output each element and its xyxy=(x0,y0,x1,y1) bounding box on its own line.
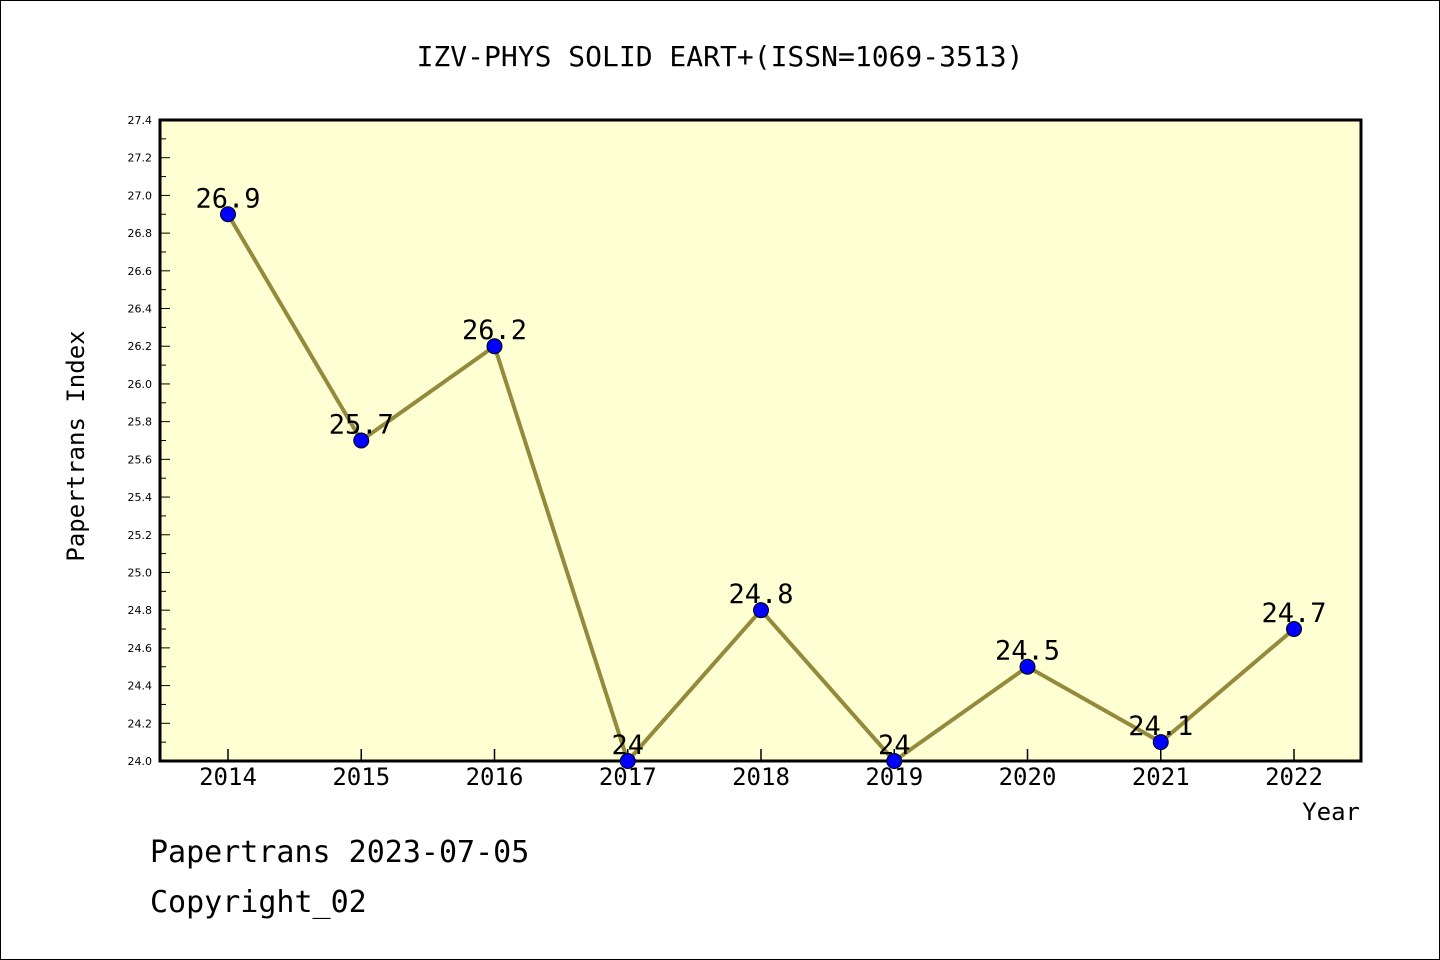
data-label: 24.7 xyxy=(1261,598,1326,629)
data-label: 24.5 xyxy=(995,636,1060,667)
y-tick-label: 24.8 xyxy=(128,604,153,617)
x-tick-label: 2020 xyxy=(999,763,1057,791)
x-tick-label: 2014 xyxy=(199,763,257,791)
data-point xyxy=(220,206,236,223)
footer-date: Papertrans 2023-07-05 xyxy=(150,835,530,870)
data-point xyxy=(1286,621,1302,638)
data-label: 24 xyxy=(611,730,644,761)
x-tick-label: 2021 xyxy=(1132,763,1190,791)
y-tick-label: 26.6 xyxy=(128,265,153,278)
data-label: 26.9 xyxy=(195,183,260,214)
y-tick-label: 27.0 xyxy=(128,189,153,202)
x-tick-label: 2015 xyxy=(332,763,390,791)
series: 26.9 25.7 26.2 24 24.8 24 24.5 24.1 24.7 xyxy=(195,183,1327,769)
data-label: 24.1 xyxy=(1128,711,1193,742)
x-tick-label: 2018 xyxy=(732,763,790,791)
x-tick-label: 2022 xyxy=(1265,763,1323,791)
data-point xyxy=(619,753,636,769)
y-tick-label: 25.0 xyxy=(128,566,153,579)
y-tick-label: 24.0 xyxy=(128,755,153,768)
y-tick-label: 27.2 xyxy=(128,152,153,165)
y-tick-label: 25.8 xyxy=(128,416,153,429)
data-label: 24.8 xyxy=(728,579,793,610)
y-tick-label: 25.4 xyxy=(128,491,153,504)
y-tick-label: 25.6 xyxy=(128,453,153,466)
y-axis-label: Papertrans Index xyxy=(62,330,90,561)
data-label: 25.7 xyxy=(329,410,394,441)
y-tick-label: 26.2 xyxy=(128,340,153,353)
data-label: 24 xyxy=(878,730,911,761)
y-tick-label: 24.4 xyxy=(128,680,153,693)
data-point xyxy=(1152,734,1169,751)
y-tick-label: 26.0 xyxy=(128,378,153,391)
y-axis: 24.0 24.2 24.4 24.6 24.8 25.0 25.2 25.4 25.6 25.8… xyxy=(128,114,170,768)
x-axis-label: Year xyxy=(1302,798,1360,826)
y-tick-label: 26.8 xyxy=(128,227,153,240)
footer-copyright: Copyright_02 xyxy=(150,885,367,920)
data-point xyxy=(753,602,769,619)
x-tick-label: 2016 xyxy=(466,763,524,791)
data-point xyxy=(353,432,370,449)
y-tick-label: 27.4 xyxy=(128,114,153,127)
y-tick-label: 25.2 xyxy=(128,529,153,542)
data-point xyxy=(1019,658,1036,675)
chart-title: IZV-PHYS SOLID EART+(ISSN=1069-3513) xyxy=(417,40,1024,73)
y-tick-label: 24.2 xyxy=(128,717,153,730)
y-tick-label: 26.4 xyxy=(128,303,153,316)
plot-area xyxy=(158,118,1363,763)
data-label: 26.2 xyxy=(462,315,527,346)
data-point xyxy=(886,753,903,769)
data-point xyxy=(486,338,503,355)
y-tick-label: 24.6 xyxy=(128,642,153,655)
